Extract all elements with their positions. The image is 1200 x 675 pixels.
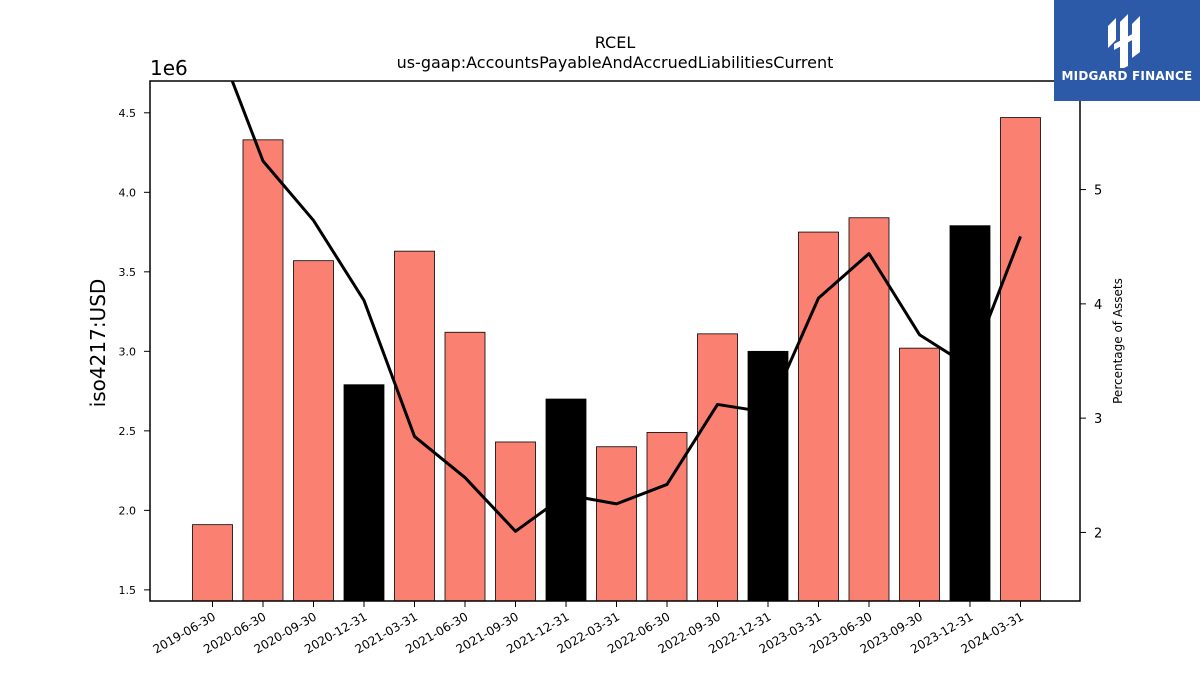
y-offset-label: 1e6 [150,56,188,80]
y-tick-label: 2.5 [119,425,137,438]
bars-layer [192,117,1041,602]
chart-subtitle: us-gaap:AccountsPayableAndAccruedLiabili… [397,53,834,72]
y2-tick-label: 5 [1094,184,1102,199]
bar-2021-03-31 [394,250,435,602]
bar-2020-06-30 [242,139,284,602]
y-tick-label: 4.5 [119,107,137,120]
y-axis-right: 2 3 4 5 [1080,184,1102,541]
bar-2023-06-30 [848,217,890,602]
bar-2019-06-30 [192,524,233,602]
y-tick-label: 3.0 [119,345,137,358]
y-tick-label: 1.5 [119,584,137,597]
bar-2022-09-30 [697,333,738,602]
y2-axis-label: Percentage of Assets [1111,278,1125,404]
plot-frame [149,80,1081,602]
y2-tick-label: 2 [1094,526,1102,541]
bar-2020-09-30 [293,260,334,602]
bar-2023-12-31 [949,225,991,602]
x-axis: 2019-06-302020-06-302020-09-302020-12-31… [151,601,1026,656]
y-tick-label: 2.0 [119,504,137,517]
bar-2022-03-31 [596,446,637,602]
bar-2024-03-31 [1000,117,1041,602]
bar-2021-12-31 [545,398,587,602]
bar-2023-09-30 [899,347,940,602]
bar-2020-12-31 [343,384,385,602]
y-axis-left: 1.5 2.0 2.5 3.0 3.5 4.0 4.5 [119,107,150,597]
bar-2022-12-31 [747,350,789,602]
chart-title: RCEL [595,33,636,52]
bar-2022-06-30 [646,432,688,602]
percentage-line [230,81,1022,533]
y2-tick-label: 3 [1094,412,1102,427]
y-axis-label: iso4217:USD [86,279,110,408]
midgard-logo-icon [1108,14,1140,68]
logo-text: MIDGARD FINANCE [1061,69,1193,83]
y-tick-label: 3.5 [119,266,137,279]
y2-tick-label: 4 [1094,298,1102,313]
line-layer [230,81,1022,533]
bar-2023-03-31 [798,231,839,602]
brand-logo: MIDGARD FINANCE [1054,0,1200,101]
y-tick-label: 4.0 [119,186,137,199]
